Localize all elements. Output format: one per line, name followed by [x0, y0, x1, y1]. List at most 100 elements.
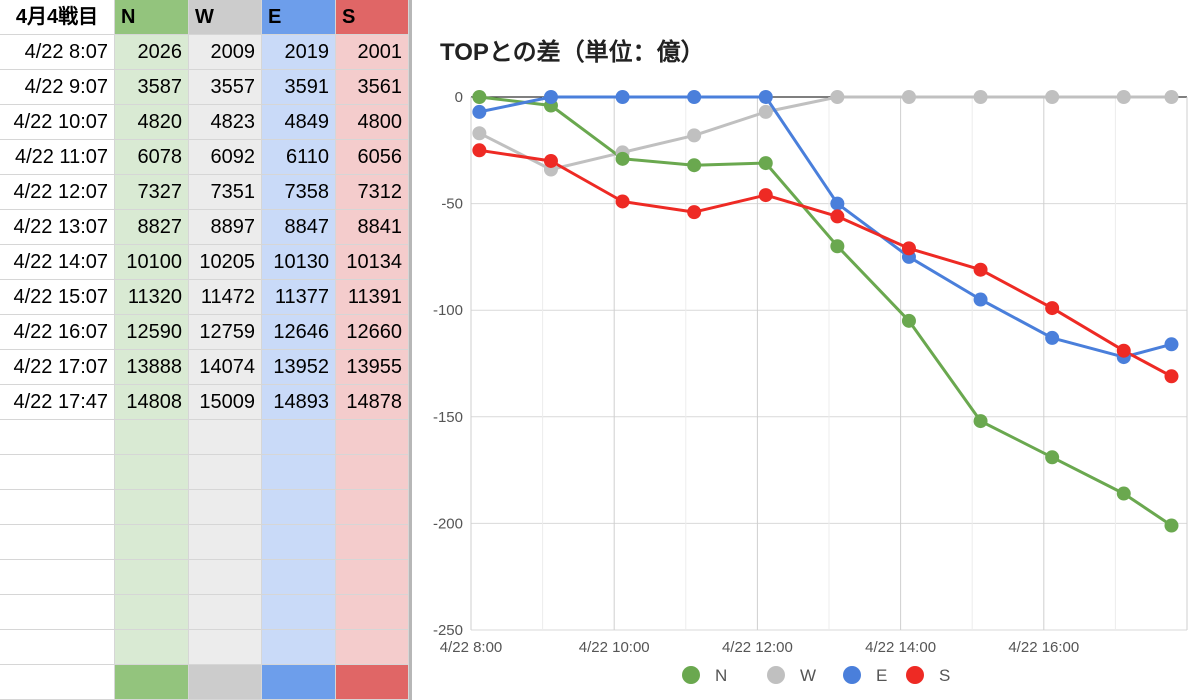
empty-cell[interactable] [0, 560, 115, 595]
empty-cell[interactable] [189, 595, 262, 630]
empty-cell[interactable] [262, 525, 336, 560]
empty-cell[interactable] [0, 455, 115, 490]
value-cell-E[interactable]: 11377 [262, 280, 336, 315]
empty-cell[interactable] [336, 630, 409, 665]
value-cell-W[interactable]: 12759 [189, 315, 262, 350]
empty-cell[interactable] [189, 455, 262, 490]
empty-cell[interactable] [189, 630, 262, 665]
value-cell-W[interactable]: 7351 [189, 175, 262, 210]
value-cell-W[interactable]: 6092 [189, 140, 262, 175]
empty-cell[interactable] [336, 560, 409, 595]
empty-cell[interactable] [115, 455, 189, 490]
value-cell-E[interactable]: 10130 [262, 245, 336, 280]
header-W[interactable]: W [189, 0, 262, 35]
value-cell-N[interactable]: 13888 [115, 350, 189, 385]
value-cell-N[interactable]: 14808 [115, 385, 189, 420]
time-cell[interactable]: 4/22 10:07 [0, 105, 115, 140]
empty-cell[interactable] [262, 455, 336, 490]
value-cell-W[interactable]: 14074 [189, 350, 262, 385]
value-cell-S[interactable]: 2001 [336, 35, 409, 70]
value-cell-S[interactable]: 3561 [336, 70, 409, 105]
value-cell-S[interactable]: 11391 [336, 280, 409, 315]
empty-cell[interactable] [336, 665, 409, 700]
empty-cell[interactable] [262, 490, 336, 525]
header-E[interactable]: E [262, 0, 336, 35]
empty-cell[interactable] [0, 525, 115, 560]
empty-cell[interactable] [189, 420, 262, 455]
value-cell-E[interactable]: 6110 [262, 140, 336, 175]
time-cell[interactable]: 4/22 9:07 [0, 70, 115, 105]
value-cell-S[interactable]: 7312 [336, 175, 409, 210]
time-cell[interactable]: 4/22 12:07 [0, 175, 115, 210]
value-cell-E[interactable]: 4849 [262, 105, 336, 140]
value-cell-N[interactable]: 12590 [115, 315, 189, 350]
value-cell-W[interactable]: 2009 [189, 35, 262, 70]
empty-cell[interactable] [189, 525, 262, 560]
empty-cell[interactable] [115, 560, 189, 595]
empty-cell[interactable] [336, 525, 409, 560]
empty-cell[interactable] [336, 490, 409, 525]
empty-cell[interactable] [262, 420, 336, 455]
value-cell-N[interactable]: 7327 [115, 175, 189, 210]
value-cell-N[interactable]: 8827 [115, 210, 189, 245]
value-cell-W[interactable]: 3557 [189, 70, 262, 105]
empty-cell[interactable] [0, 630, 115, 665]
empty-cell[interactable] [336, 455, 409, 490]
header-N[interactable]: N [115, 0, 189, 35]
empty-cell[interactable] [0, 665, 115, 700]
empty-cell[interactable] [262, 630, 336, 665]
value-cell-E[interactable]: 7358 [262, 175, 336, 210]
time-cell[interactable]: 4/22 15:07 [0, 280, 115, 315]
value-cell-N[interactable]: 3587 [115, 70, 189, 105]
empty-cell[interactable] [115, 630, 189, 665]
value-cell-E[interactable]: 13952 [262, 350, 336, 385]
value-cell-S[interactable]: 6056 [336, 140, 409, 175]
value-cell-W[interactable]: 15009 [189, 385, 262, 420]
value-cell-S[interactable]: 8841 [336, 210, 409, 245]
value-cell-S[interactable]: 4800 [336, 105, 409, 140]
empty-cell[interactable] [262, 560, 336, 595]
empty-cell[interactable] [189, 490, 262, 525]
empty-cell[interactable] [115, 420, 189, 455]
value-cell-E[interactable]: 3591 [262, 70, 336, 105]
pane-divider[interactable] [409, 0, 412, 700]
value-cell-E[interactable]: 8847 [262, 210, 336, 245]
value-cell-W[interactable]: 10205 [189, 245, 262, 280]
empty-cell[interactable] [336, 595, 409, 630]
time-cell[interactable]: 4/22 17:07 [0, 350, 115, 385]
time-cell[interactable]: 4/22 11:07 [0, 140, 115, 175]
header-S[interactable]: S [336, 0, 409, 35]
corner-cell[interactable]: 4月4戦目 [0, 0, 115, 35]
value-cell-N[interactable]: 4820 [115, 105, 189, 140]
empty-cell[interactable] [0, 490, 115, 525]
value-cell-S[interactable]: 12660 [336, 315, 409, 350]
empty-cell[interactable] [262, 595, 336, 630]
value-cell-S[interactable]: 13955 [336, 350, 409, 385]
time-cell[interactable]: 4/22 14:07 [0, 245, 115, 280]
value-cell-W[interactable]: 8897 [189, 210, 262, 245]
value-cell-S[interactable]: 10134 [336, 245, 409, 280]
value-cell-S[interactable]: 14878 [336, 385, 409, 420]
time-cell[interactable]: 4/22 16:07 [0, 315, 115, 350]
time-cell[interactable]: 4/22 13:07 [0, 210, 115, 245]
empty-cell[interactable] [115, 525, 189, 560]
empty-cell[interactable] [115, 665, 189, 700]
empty-cell[interactable] [0, 420, 115, 455]
value-cell-N[interactable]: 6078 [115, 140, 189, 175]
value-cell-N[interactable]: 11320 [115, 280, 189, 315]
empty-cell[interactable] [189, 665, 262, 700]
empty-cell[interactable] [189, 560, 262, 595]
empty-cell[interactable] [262, 665, 336, 700]
value-cell-W[interactable]: 11472 [189, 280, 262, 315]
empty-cell[interactable] [0, 595, 115, 630]
value-cell-E[interactable]: 2019 [262, 35, 336, 70]
empty-cell[interactable] [336, 420, 409, 455]
value-cell-W[interactable]: 4823 [189, 105, 262, 140]
value-cell-N[interactable]: 2026 [115, 35, 189, 70]
value-cell-N[interactable]: 10100 [115, 245, 189, 280]
time-cell[interactable]: 4/22 8:07 [0, 35, 115, 70]
time-cell[interactable]: 4/22 17:47 [0, 385, 115, 420]
value-cell-E[interactable]: 12646 [262, 315, 336, 350]
empty-cell[interactable] [115, 595, 189, 630]
value-cell-E[interactable]: 14893 [262, 385, 336, 420]
